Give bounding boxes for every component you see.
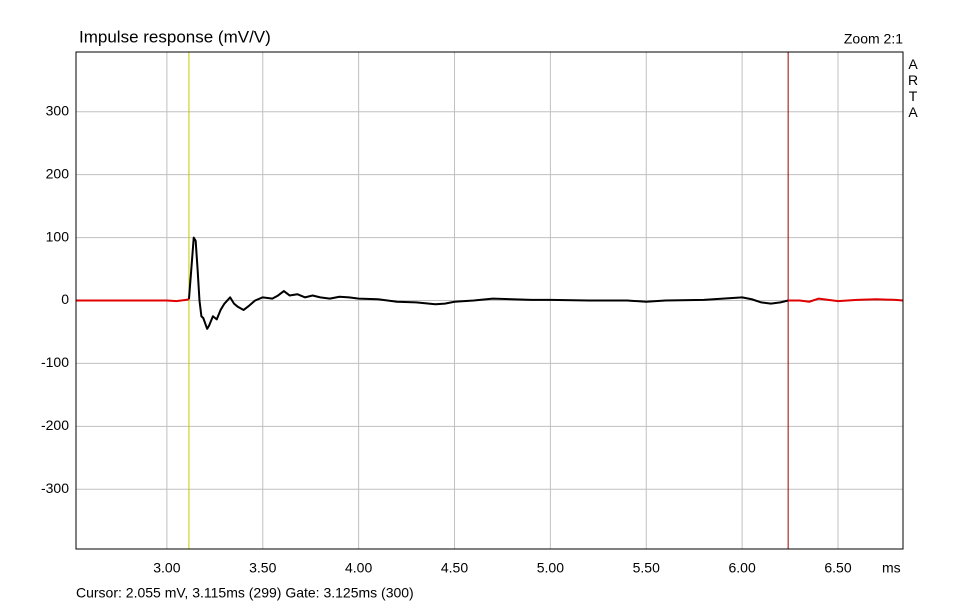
x-tick-label: 6.50 (824, 560, 851, 576)
x-tick-label: 4.00 (345, 560, 372, 576)
x-axis-label: ms (882, 560, 901, 576)
x-tick-label: 4.50 (441, 560, 468, 576)
chart-title: Impulse response (mV/V) (79, 27, 271, 46)
data-line (187, 236, 789, 330)
zoom-label: Zoom 2:1 (844, 31, 903, 47)
y-tick-label: 0 (61, 291, 69, 307)
y-tick-label: 100 (46, 228, 70, 244)
x-tick-label: 3.00 (153, 560, 180, 576)
status-text: Cursor: 2.055 mV, 3.115ms (299) Gate: 3.… (76, 585, 414, 601)
y-tick-label: 200 (46, 165, 70, 181)
x-tick-label: 5.50 (633, 560, 660, 576)
x-tick-label: 6.00 (729, 560, 756, 576)
plot-frame (75, 51, 904, 550)
brand-label: ARTA (905, 56, 921, 120)
y-tick-label: -300 (41, 480, 69, 496)
x-tick-label: 5.00 (537, 560, 564, 576)
y-tick-label: -200 (41, 417, 69, 433)
data-line (76, 297, 904, 303)
y-tick-label: -100 (41, 354, 69, 370)
x-tick-label: 3.50 (249, 560, 276, 576)
y-tick-label: 300 (46, 102, 70, 118)
